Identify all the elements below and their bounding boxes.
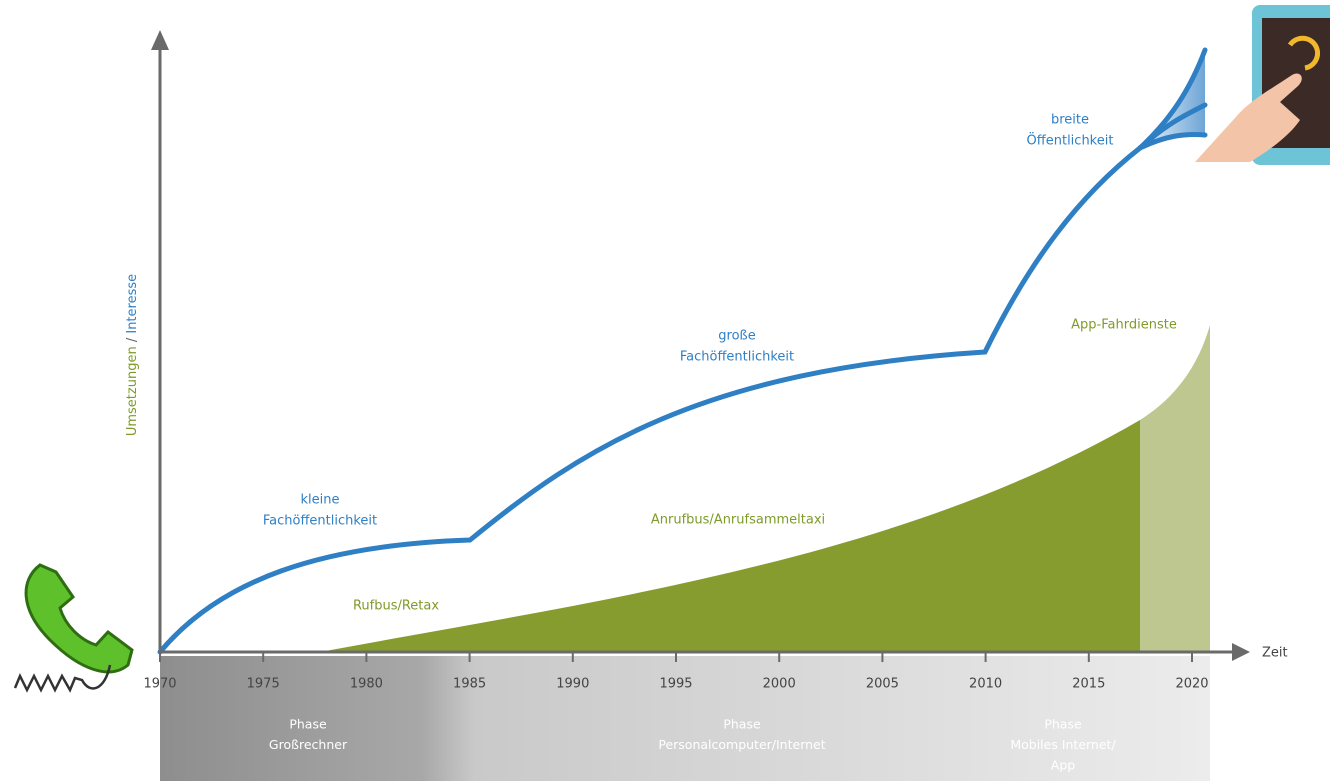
phase-label: Phase — [1044, 717, 1082, 732]
y-arrow — [151, 30, 169, 50]
area-label: Rufbus/Retax — [353, 599, 439, 614]
phase-label: Personalcomputer/Internet — [658, 737, 825, 752]
curve-label: Fachöffentlichkeit — [680, 350, 794, 365]
area-label: Anrufbus/Anrufsammeltaxi — [651, 513, 825, 528]
curve-label: große — [718, 329, 755, 344]
x-tick-label: 2015 — [1072, 677, 1105, 692]
x-tick-label: 1995 — [659, 677, 692, 692]
phase-band — [160, 656, 1210, 781]
curve-label: Öffentlichkeit — [1027, 132, 1114, 149]
interest-curve — [157, 47, 1208, 655]
curve-label: kleine — [301, 493, 340, 508]
x-tick-label: 2005 — [866, 677, 899, 692]
phone-icon — [13, 563, 134, 693]
x-tick-label: 1985 — [453, 677, 486, 692]
fan — [1140, 50, 1205, 148]
x-tick-label: 1970 — [143, 677, 176, 692]
phase-label: Mobiles Internet/ — [1010, 737, 1116, 752]
y-label-part: Interesse — [125, 274, 140, 334]
area-main — [320, 420, 1140, 652]
phase-label: App — [1051, 758, 1075, 773]
x-tick-label: 1980 — [350, 677, 383, 692]
y-label-part: Umsetzungen — [125, 346, 140, 436]
phase-label: Phase — [723, 717, 761, 732]
y-label: Umsetzungen / Interesse — [125, 274, 140, 436]
area-app — [1140, 325, 1210, 652]
y-label-sep: / — [125, 337, 140, 342]
x-tick-label: 2010 — [969, 677, 1002, 692]
phase-label: Großrechner — [269, 737, 348, 752]
curve-label: Fachöffentlichkeit — [263, 514, 377, 529]
x-tick-label: 1975 — [247, 677, 280, 692]
x-tick-label: 1990 — [556, 677, 589, 692]
area-label: App-Fahrdienste — [1071, 318, 1177, 333]
x-label: Zeit — [1262, 646, 1288, 661]
phase-label: Phase — [289, 717, 327, 732]
x-arrow — [1232, 643, 1250, 661]
curve-label: breite — [1051, 113, 1089, 128]
tablet-icon — [1195, 5, 1330, 165]
x-tick-label: 2000 — [763, 677, 796, 692]
x-tick-label: 2020 — [1175, 677, 1208, 692]
